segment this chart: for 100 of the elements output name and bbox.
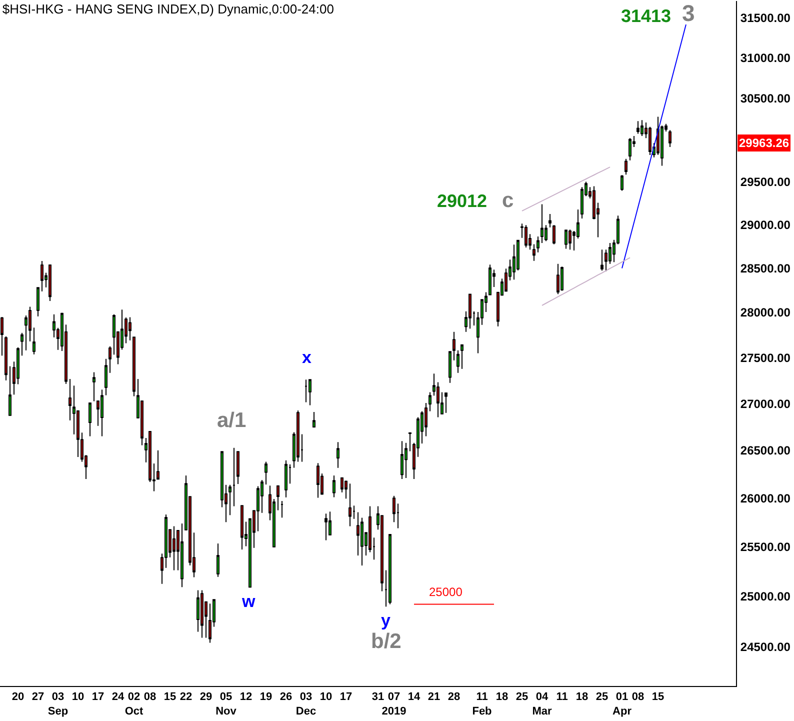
- annotation: w: [241, 592, 256, 611]
- x-tick-label: 03 Dec: [296, 691, 316, 718]
- x-tick-label: 02 Oct: [124, 691, 144, 718]
- y-tick-label: 29500.00: [740, 175, 791, 190]
- x-tick-label: 25: [596, 691, 608, 704]
- candlestick: [600, 249, 604, 272]
- annotation: 31413: [621, 6, 672, 26]
- candlestick: [8, 366, 12, 416]
- candlestick: [388, 534, 392, 605]
- candlestick: [536, 236, 540, 253]
- x-tick-label: 29: [200, 691, 212, 704]
- x-tick-label: 08: [632, 691, 644, 704]
- candlestick: [668, 130, 672, 148]
- x-tick-label: 17: [92, 691, 104, 704]
- x-tick-label: 12: [240, 691, 252, 704]
- candlestick: [564, 230, 568, 250]
- y-tick-label: 26000.00: [740, 491, 791, 506]
- candlestick: [48, 264, 52, 302]
- candlestick: [348, 483, 352, 527]
- candlestick: [408, 432, 412, 452]
- x-tick-label: 17: [340, 691, 352, 704]
- candlestick: [4, 336, 8, 381]
- candlestick: [100, 389, 104, 437]
- candlestick: [216, 543, 220, 578]
- candlestick: [336, 442, 340, 468]
- candlestick: [568, 229, 572, 250]
- y-tick-label: 28000.00: [740, 306, 791, 320]
- candlestick: [20, 332, 24, 356]
- y-tick-label: 28500.00: [740, 261, 791, 276]
- x-tick-label: 27: [32, 691, 44, 704]
- x-tick-label: 08: [144, 691, 156, 704]
- candlestick: [180, 523, 184, 588]
- y-tick-label: 26500.00: [740, 444, 791, 458]
- candlestick: [312, 411, 316, 428]
- x-tick-label: 25: [516, 691, 528, 704]
- x-tick-label: 18: [496, 691, 508, 704]
- y-tick-label: 27500.00: [740, 350, 791, 365]
- x-tick-label: 03 Sep: [48, 691, 68, 718]
- y-tick-label: 24500.00: [740, 640, 791, 654]
- candlestick: [208, 603, 212, 644]
- candlestick: [88, 402, 92, 437]
- candlestick: [240, 505, 244, 550]
- chart-title: $HSI-HKG - HANG SENG INDEX,D) Dynamic,0:00-24:00: [2, 2, 334, 17]
- candlestick: [456, 350, 460, 374]
- candlestick: [524, 224, 528, 248]
- x-tick-label: 15: [164, 691, 176, 704]
- candlestick: [448, 351, 452, 384]
- candlestick: [156, 450, 160, 480]
- candlestick: [344, 480, 348, 500]
- candlestick: [460, 344, 464, 370]
- y-tick-label: 27000.00: [740, 396, 791, 411]
- annotation: a/1: [217, 409, 247, 432]
- x-tick-label: 18: [576, 691, 588, 704]
- candlestick: [36, 287, 40, 317]
- candlestick: [232, 447, 236, 507]
- candlestick: [452, 331, 456, 361]
- candlestick: [468, 294, 472, 330]
- candlestick: [40, 260, 44, 292]
- candlestick: [648, 126, 652, 156]
- candlestick: [400, 440, 404, 480]
- candlestick: [284, 460, 288, 498]
- candlestick: [548, 213, 552, 228]
- candlestick: [560, 266, 564, 292]
- annotation: y: [381, 611, 391, 630]
- x-tick-label: 26: [280, 691, 292, 704]
- x-tick-label: 15: [652, 691, 664, 704]
- candlestick: [552, 224, 556, 245]
- text: 29963.26: [739, 136, 790, 150]
- candlestick: [628, 138, 632, 161]
- x-tick-label: 10: [320, 691, 332, 704]
- y-tick-label: 30500.00: [740, 92, 791, 106]
- candlestick: [332, 475, 336, 498]
- annotation: 25000: [429, 585, 463, 599]
- candlestick: [128, 316, 132, 341]
- x-tick-label: 11: [556, 691, 568, 704]
- x-tick-label: 10: [72, 691, 84, 704]
- candlestick: [172, 526, 176, 571]
- x-tick-label: 21: [428, 691, 440, 704]
- y-tick-label: 25500.00: [740, 540, 791, 554]
- annotation: 3: [682, 0, 695, 26]
- candlestick: [624, 158, 628, 176]
- candlestick: [308, 379, 312, 406]
- x-tick-label: 05 Nov: [216, 691, 238, 718]
- annotation: c: [502, 189, 514, 212]
- annotation: b/2: [371, 630, 402, 653]
- candlestick: [264, 461, 268, 485]
- annotation: 29012: [437, 191, 488, 211]
- candlestick: [32, 327, 36, 355]
- candlestick: [444, 392, 448, 414]
- candlestick: [316, 462, 320, 498]
- candlestick: [104, 358, 108, 396]
- x-tick-label: 14: [408, 691, 421, 704]
- candlestick: [488, 264, 492, 296]
- candlestick: [532, 244, 536, 262]
- annotation: x: [302, 348, 312, 367]
- x-tick-label: 04 Mar: [532, 691, 552, 718]
- candlestick: [0, 316, 4, 356]
- candlestick: [540, 204, 544, 244]
- y-tick-label: 31000.00: [740, 50, 791, 65]
- x-tick-label: 20: [12, 691, 24, 704]
